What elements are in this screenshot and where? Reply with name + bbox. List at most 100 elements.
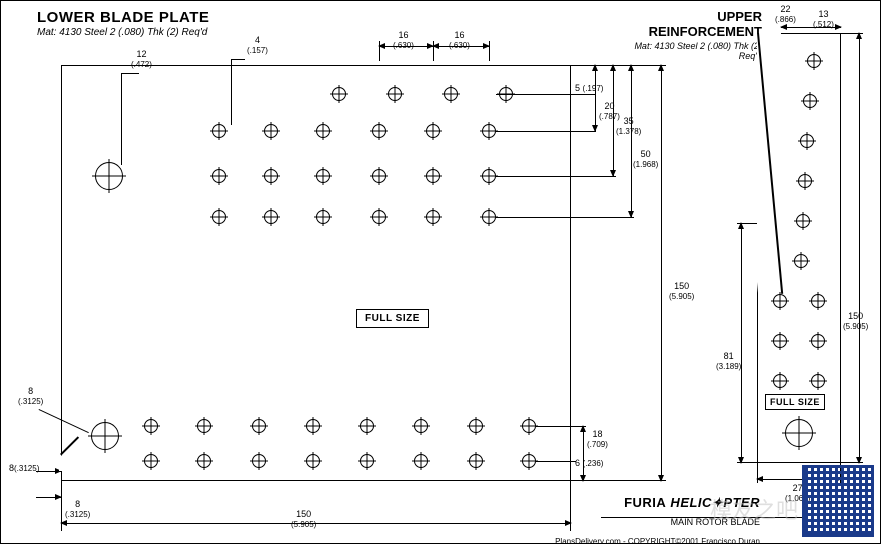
qr-code-icon <box>802 465 874 537</box>
ext-line <box>496 94 596 95</box>
upr-title: UPPER REINFORCEMENT <box>649 9 762 39</box>
dim-8b-line <box>36 497 61 498</box>
lbp-hole <box>522 419 536 433</box>
lbp-hole <box>482 210 496 224</box>
lbp-hole <box>212 124 226 138</box>
lbp-hole <box>306 454 320 468</box>
lbp-hole <box>197 454 211 468</box>
dim-8a-line <box>36 471 61 472</box>
lbp-hole <box>264 124 278 138</box>
lbp-hole <box>360 454 374 468</box>
upr-hole <box>807 54 821 68</box>
lbp-hole <box>482 124 496 138</box>
ext-line <box>433 41 434 61</box>
dim-35-line <box>613 65 614 176</box>
dim-hole-8: 8(.3125) <box>18 386 43 406</box>
ext-line <box>489 41 490 61</box>
ext-line <box>536 461 576 462</box>
dim-12: 12(.472) <box>131 49 152 69</box>
upr-dim-81 <box>741 223 742 463</box>
lbp-hole <box>426 210 440 224</box>
upr-hole <box>773 334 787 348</box>
lbp-hole <box>482 169 496 183</box>
lbp-hole <box>316 169 330 183</box>
upr-hole <box>798 174 812 188</box>
lbp-full-size-label: FULL SIZE <box>356 309 429 328</box>
dim-8b: 8(.3125) <box>65 499 90 519</box>
upr-dim-81-label: 81(3.189) <box>716 351 741 371</box>
ext-line <box>737 223 757 224</box>
lbp-hole <box>252 454 266 468</box>
ext-line <box>379 41 380 61</box>
lbp-hole <box>444 87 458 101</box>
leader <box>121 73 122 165</box>
leader <box>231 59 245 60</box>
lbp-hole <box>212 169 226 183</box>
ext-line <box>571 65 666 66</box>
ext-line <box>841 33 863 34</box>
upr-large-hole <box>785 419 813 447</box>
upr-hole <box>773 294 787 308</box>
dim-50-line <box>631 65 632 217</box>
dim-16a-label: 16(.630) <box>393 30 414 50</box>
dim-20-line <box>595 65 596 131</box>
lbp-hole <box>388 87 402 101</box>
leader <box>231 59 232 125</box>
lbp-hole <box>469 454 483 468</box>
ext-line <box>496 176 616 177</box>
lbp-chamfer <box>59 453 77 471</box>
upr-dim-height-label: 150(5.905) <box>843 311 868 331</box>
lbp-hole <box>522 454 536 468</box>
dim-50: 50(1.968) <box>633 149 658 169</box>
lbp-hole <box>197 419 211 433</box>
lbp-hole <box>332 87 346 101</box>
ext-line <box>757 463 758 483</box>
lbp-hole <box>316 124 330 138</box>
lbp-hole <box>469 419 483 433</box>
lbp-large-hole-top <box>95 162 123 190</box>
lbp-hole <box>316 210 330 224</box>
upr-dim-height <box>859 33 860 463</box>
lbp-hole <box>144 419 158 433</box>
leader <box>121 73 139 74</box>
lbp-hole <box>212 210 226 224</box>
lbp-hole <box>372 210 386 224</box>
dim-35: 35(1.378) <box>616 116 641 136</box>
lbp-material: Mat: 4130 Steel 2 (.080) Thk (2) Req'd <box>37 27 207 38</box>
lbp-hole <box>144 454 158 468</box>
lbp-hole <box>264 210 278 224</box>
lbp-hole <box>426 169 440 183</box>
dim-height <box>661 65 662 481</box>
lbp-hole <box>372 169 386 183</box>
upr-dim-22: 22(.866) <box>775 4 796 24</box>
lbp-hole <box>306 419 320 433</box>
dim-width-label: 150(5.905) <box>291 509 316 529</box>
upr-hole <box>773 374 787 388</box>
upr-hole <box>803 94 817 108</box>
ext-line <box>841 462 863 463</box>
dim-8a: 8(.3125) <box>9 463 39 473</box>
upr-hole <box>811 334 825 348</box>
upr-material: Mat: 4130 Steel 2 (.080) Thk (2) Req'd <box>622 41 762 61</box>
upr-hole <box>811 374 825 388</box>
lbp-hole <box>264 169 278 183</box>
lbp-hole <box>372 124 386 138</box>
ext-line <box>536 426 586 427</box>
dim-6: 6 (.236) <box>575 458 603 468</box>
lbp-title: LOWER BLADE PLATE <box>37 9 209 26</box>
upr-hole <box>800 134 814 148</box>
copyright: PlansDelivery.com - COPYRIGHT©2001 Franc… <box>555 537 760 544</box>
dim-height-label: 150(5.905) <box>669 281 694 301</box>
ext-line <box>737 462 757 463</box>
upr-hole <box>794 254 808 268</box>
lbp-hole <box>414 454 428 468</box>
dim-16b-label: 16(.630) <box>449 30 470 50</box>
watermark: 模友之吧 <box>710 493 798 525</box>
lbp-hole <box>252 419 266 433</box>
lbp-large-hole-bot <box>91 422 119 450</box>
ext-line <box>496 131 596 132</box>
dim-4: 4(.157) <box>247 35 268 55</box>
dim-5: 5 (.197) <box>575 83 603 93</box>
dim-18-line <box>583 426 584 481</box>
upr-dim-13: 13(.512) <box>813 9 834 29</box>
